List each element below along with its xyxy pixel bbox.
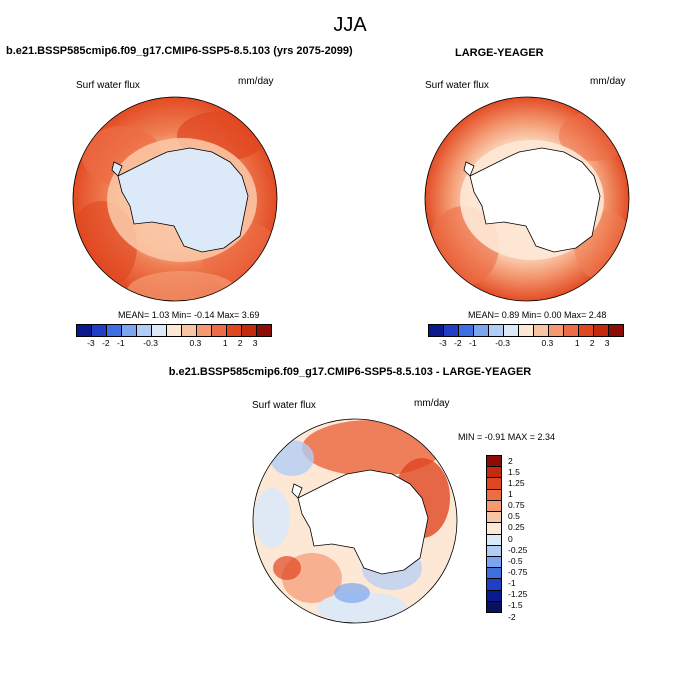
panel-3-units: mm/day [414, 398, 450, 409]
panel-2-colorbar-swatch [564, 325, 579, 336]
panel-2-colorbar-swatch [579, 325, 594, 336]
panel-3-colorbar-swatch [487, 512, 501, 524]
panel-3-colorbar-swatch [487, 534, 501, 546]
panel-1-colorbar-swatch [122, 325, 137, 336]
panel-2-colorbar-labels: -3 -2 -1 -0.3 0.3 1 2 3 [428, 338, 622, 350]
panel-3-colorbar-tick-label: -1 [508, 578, 516, 589]
panel-2-colorbar-tick-label: -3 [439, 338, 447, 348]
panel-2-variable: Surf water flux [425, 80, 489, 91]
panel-2-stats: MEAN= 0.89 Min= 0.00 Max= 2.48 [468, 310, 607, 320]
panel-3-colorbar-swatch [487, 601, 501, 613]
panel-3-colorbar-swatch [487, 478, 501, 490]
panel-2-colorbar [428, 324, 624, 337]
panel-1-units: mm/day [238, 76, 274, 87]
panel-3-colorbar-swatch [487, 545, 501, 557]
panel-2-colorbar-tick-label: -0.3 [495, 338, 510, 348]
panel-3-colorbar-tick-label: 0.25 [508, 522, 525, 533]
panel-2-colorbar-swatch [444, 325, 459, 336]
panel-3-colorbar-swatch [487, 467, 501, 479]
panel-3-colorbar-swatch [487, 590, 501, 602]
panel-2-colorbar-swatch [594, 325, 609, 336]
panel-1-colorbar-swatch [152, 325, 167, 336]
panel-3-colorbar-tick-label: -0.25 [508, 544, 528, 555]
panel-3-colorbar [486, 455, 502, 613]
panel-3-colorbar-swatch [487, 489, 501, 501]
panel-1-colorbar-tick-label: -3 [87, 338, 95, 348]
panel-3-colorbar-swatch [487, 456, 501, 468]
panel-1-colorbar-swatch [197, 325, 212, 336]
panel-2-colorbar-tick-label: 2 [589, 338, 595, 348]
panel-3-colorbar-swatch [487, 568, 501, 580]
panel-1-colorbar-tick-label: -2 [102, 338, 110, 348]
panel-2-colorbar-swatch [459, 325, 474, 336]
panel-2-colorbar-tick-label: 3 [604, 338, 610, 348]
panel-3-colorbar-labels: 2 1.5 1.25 1 0.75 0.5 0.25 0 -0.25 -0.5 -0.75 -1 -1.… [508, 455, 548, 622]
panel-3-stats: MIN = -0.91 MAX = 2.34 [458, 432, 556, 442]
panel-3-colorbar-tick-label: 2 [508, 455, 513, 466]
panel-1-title: b.e21.BSSP585cmip6.f09_g17.CMIP6-SSP5-8.… [6, 45, 353, 57]
panel-2-colorbar-swatch [519, 325, 534, 336]
panel-3-title: b.e21.BSSP585cmip6.f09_g17.CMIP6-SSP5-8.… [168, 366, 532, 378]
panel-1-colorbar-swatch [77, 325, 92, 336]
panel-2-colorbar-swatch [429, 325, 444, 336]
panel-2-colorbar-swatch [474, 325, 489, 336]
panel-2-colorbar-tick-label: -2 [454, 338, 462, 348]
panel-3-colorbar-tick-label: 0 [508, 533, 513, 544]
panel-3-colorbar-tick-label: -1.5 [508, 600, 523, 611]
panel-3-colorbar-swatch [487, 556, 501, 569]
panel-1-colorbar-tick-label: 0.3 [189, 338, 202, 348]
panel-1-colorbar-swatch [167, 325, 182, 336]
panel-3-colorbar-tick-label: 1.25 [508, 477, 525, 488]
panel-1-colorbar-labels: -3 -2 -1 -0.3 0.3 1 2 3 [76, 338, 270, 350]
panel-3-colorbar-tick-label: 0.75 [508, 500, 525, 511]
panel-3-colorbar-tick-label: -0.5 [508, 555, 523, 566]
panel-3-map [252, 418, 458, 624]
panel-2-units: mm/day [590, 76, 626, 87]
panel-1-map [72, 96, 278, 302]
panel-3-colorbar-swatch [487, 523, 501, 535]
panel-1-colorbar-tick-label: 2 [237, 338, 243, 348]
panel-3-colorbar-swatch [487, 579, 501, 591]
panel-1-colorbar-swatch [137, 325, 152, 336]
panel-1-colorbar-tick-label: -1 [116, 338, 125, 348]
panel-2-title: LARGE-YEAGER [455, 47, 544, 59]
panel-1-colorbar-tick-label: 1 [222, 338, 228, 348]
panel-2-colorbar-swatch [504, 325, 519, 336]
panel-1-colorbar-swatch [257, 325, 271, 336]
panel-2-map [424, 96, 630, 302]
panel-1-colorbar-tick-label: -0.3 [143, 338, 158, 348]
panel-1-colorbar-tick-label: 3 [252, 338, 258, 348]
panel-3-colorbar-tick-label: 1.5 [508, 466, 520, 477]
panel-1-colorbar-swatch [227, 325, 242, 336]
panel-3-colorbar-swatch [487, 500, 501, 513]
panel-2-colorbar-tick-label: -1 [468, 338, 477, 348]
panel-3-colorbar-tick-label: -2 [508, 611, 516, 622]
panel-2-colorbar-tick-label: 1 [574, 338, 580, 348]
panel-1-colorbar [76, 324, 272, 337]
panel-1-colorbar-swatch [107, 325, 122, 336]
panel-1-stats: MEAN= 1.03 Min= -0.14 Max= 3.69 [118, 310, 260, 320]
panel-3-colorbar-tick-label: -1.25 [508, 589, 528, 600]
panel-1-colorbar-swatch [92, 325, 107, 336]
panel-2-colorbar-swatch [609, 325, 623, 336]
panel-1-colorbar-swatch [212, 325, 227, 336]
panel-2-colorbar-swatch [549, 325, 564, 336]
panel-1-colorbar-swatch [242, 325, 257, 336]
panel-2-colorbar-tick-label: 0.3 [541, 338, 554, 348]
panel-2-colorbar-swatch [534, 325, 549, 336]
panel-1-variable: Surf water flux [76, 80, 140, 91]
panel-3-variable: Surf water flux [252, 400, 316, 411]
season-title: JJA [333, 14, 367, 36]
panel-2-colorbar-swatch [489, 325, 504, 336]
panel-3-colorbar-tick-label: 1 [508, 489, 513, 499]
panel-3-colorbar-tick-label: -0.75 [508, 567, 528, 577]
panel-3-colorbar-tick-label: 0.5 [508, 511, 520, 522]
panel-1-colorbar-swatch [182, 325, 197, 336]
